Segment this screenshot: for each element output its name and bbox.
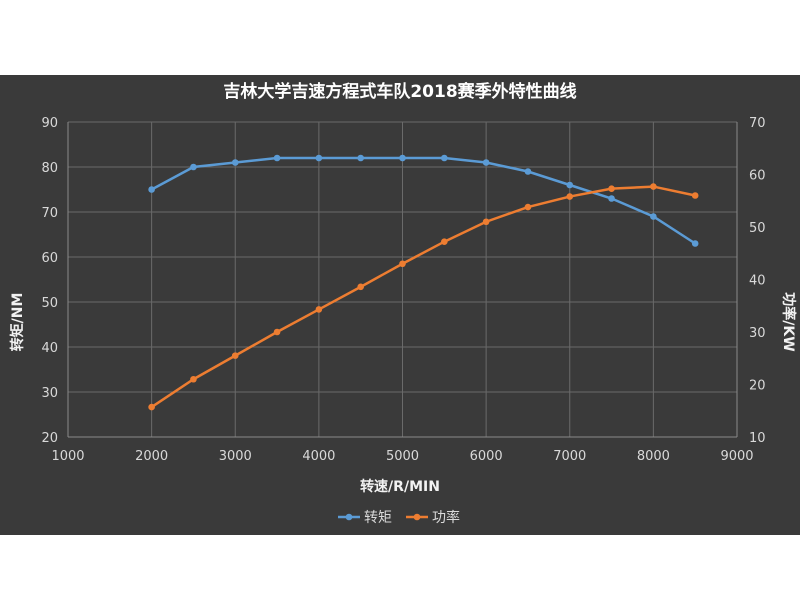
data-point — [315, 154, 323, 162]
series-line-1 — [151, 156, 696, 245]
y-left-tick-label: 40 — [41, 341, 58, 356]
data-point — [566, 193, 574, 200]
y-left-tick-label: 70 — [41, 206, 58, 221]
x-axis-title: 转速/R/MIN — [360, 478, 440, 495]
y-left-tick-label: 90 — [41, 116, 58, 131]
data-point — [691, 240, 699, 247]
data-point — [524, 203, 532, 211]
data-point — [231, 159, 239, 166]
data-point — [357, 154, 364, 162]
x-tick-label: 3000 — [219, 449, 252, 464]
data-point — [691, 192, 699, 199]
y-left-tick-label: 60 — [41, 251, 58, 266]
x-tick-label: 5000 — [386, 449, 419, 464]
y-left-tick-label: 50 — [41, 296, 58, 311]
data-point — [357, 283, 364, 291]
x-tick-label: 6000 — [470, 449, 503, 464]
axis-layer: 20 30 40 50 60 70 80 90 1000 2000 3000 4000 5000 6000… — [41, 116, 765, 464]
data-point — [482, 159, 490, 166]
data-point — [524, 168, 532, 175]
data-point — [273, 154, 281, 162]
chart-frame: 吉林大学吉速方程式车队2018赛季外特性曲线 20 30 40 50 60 70 80 90 1… — [0, 75, 800, 535]
x-tick-label: 9000 — [720, 449, 753, 464]
x-tick-label: 2000 — [135, 449, 168, 464]
y-left-tick-label: 30 — [41, 386, 58, 401]
data-point — [482, 218, 490, 226]
y-right-tick-label: 30 — [749, 326, 766, 341]
y-left-tick-label: 20 — [41, 431, 58, 446]
data-point — [273, 328, 281, 336]
x-tick-label: 1000 — [51, 449, 84, 464]
y-right-tick-label: 50 — [749, 221, 766, 236]
data-point — [650, 183, 657, 190]
x-tick-label: 4000 — [302, 449, 335, 464]
legend-label: 转矩 — [364, 510, 392, 526]
data-point — [148, 403, 155, 411]
data-point — [608, 185, 615, 192]
y-right-tick-label: 70 — [749, 116, 766, 131]
x-tick-label: 7000 — [553, 449, 586, 464]
data-point — [566, 181, 574, 189]
series-layer — [148, 154, 699, 411]
data-point — [190, 163, 197, 171]
y-right-tick-label: 60 — [749, 169, 766, 184]
legend: 转矩 功率 — [338, 509, 460, 526]
chart-title: 吉林大学吉速方程式车队2018赛季外特性曲线 — [223, 81, 576, 102]
y-left-tick-label: 80 — [41, 161, 58, 176]
data-point — [315, 306, 323, 313]
grid-layer — [67, 121, 738, 438]
data-point — [231, 352, 239, 359]
data-point — [399, 260, 406, 268]
legend-label: 功率 — [432, 509, 460, 526]
y-right-tick-label: 10 — [749, 431, 766, 446]
series-line-2 — [150, 185, 696, 409]
performance-chart: 吉林大学吉速方程式车队2018赛季外特性曲线 20 30 40 50 60 70 80 90 1… — [9, 81, 797, 526]
y-right-tick-label: 20 — [749, 379, 766, 394]
data-point — [148, 186, 155, 193]
data-point — [441, 154, 448, 162]
x-tick-label: 8000 — [637, 449, 670, 464]
legend-marker — [345, 513, 353, 521]
data-point — [608, 195, 615, 202]
y-right-tick-label: 40 — [749, 274, 766, 289]
legend-marker — [413, 513, 421, 521]
y-axis-right-title: 功率/KW — [780, 292, 797, 351]
data-point — [441, 238, 448, 245]
data-point — [190, 375, 197, 383]
data-point — [399, 154, 406, 162]
data-point — [650, 213, 657, 220]
y-axis-left-title: 转矩/NM — [9, 293, 26, 352]
